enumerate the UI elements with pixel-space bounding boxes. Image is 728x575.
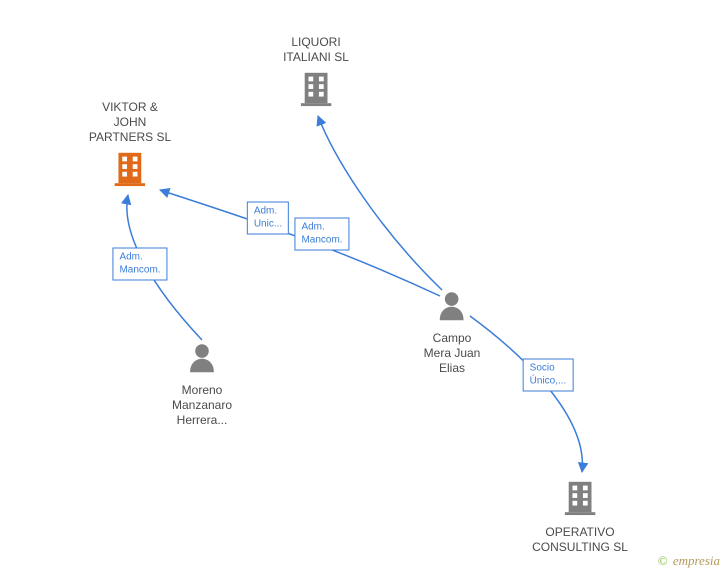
copyright-symbol: © [658, 553, 668, 568]
company-icon-wrap [532, 478, 628, 521]
diagram-canvas: VIKTOR & JOHN PARTNERS SL LIQUORI ITALIA… [0, 0, 728, 575]
watermark: © empresia [658, 553, 720, 569]
person-icon [185, 340, 219, 374]
node-campo[interactable]: Campo Mera Juan Elias [424, 288, 481, 376]
edge-campo-liquori [318, 116, 442, 290]
node-label: OPERATIVO CONSULTING SL [532, 525, 628, 555]
node-label: Moreno Manzanaro Herrera... [172, 383, 232, 428]
edge-label-campo-operativo[interactable]: Socio Único,... [523, 359, 574, 392]
company-icon-wrap [89, 149, 171, 192]
person-icon-wrap [424, 288, 481, 327]
person-icon [435, 288, 469, 322]
node-viktor[interactable]: VIKTOR & JOHN PARTNERS SL [89, 100, 171, 192]
person-icon-wrap [172, 340, 232, 379]
building-icon [111, 149, 149, 187]
company-icon-wrap [283, 69, 349, 112]
node-liquori[interactable]: LIQUORI ITALIANI SL [283, 35, 349, 112]
node-label: LIQUORI ITALIANI SL [283, 35, 349, 65]
edge-campo-operativo [470, 316, 582, 472]
node-label: VIKTOR & JOHN PARTNERS SL [89, 100, 171, 145]
edge-label-campo-viktor[interactable]: Adm. Unic... [247, 202, 289, 235]
building-icon [561, 478, 599, 516]
building-icon [297, 69, 335, 107]
node-operativo[interactable]: OPERATIVO CONSULTING SL [532, 478, 628, 555]
node-label: Campo Mera Juan Elias [424, 331, 481, 376]
edge-label-moreno-viktor[interactable]: Adm. Mancom. [112, 248, 167, 281]
watermark-text: empresia [673, 553, 720, 568]
edge-label-campo-liquori[interactable]: Adm. Mancom. [294, 218, 349, 251]
node-moreno[interactable]: Moreno Manzanaro Herrera... [172, 340, 232, 428]
